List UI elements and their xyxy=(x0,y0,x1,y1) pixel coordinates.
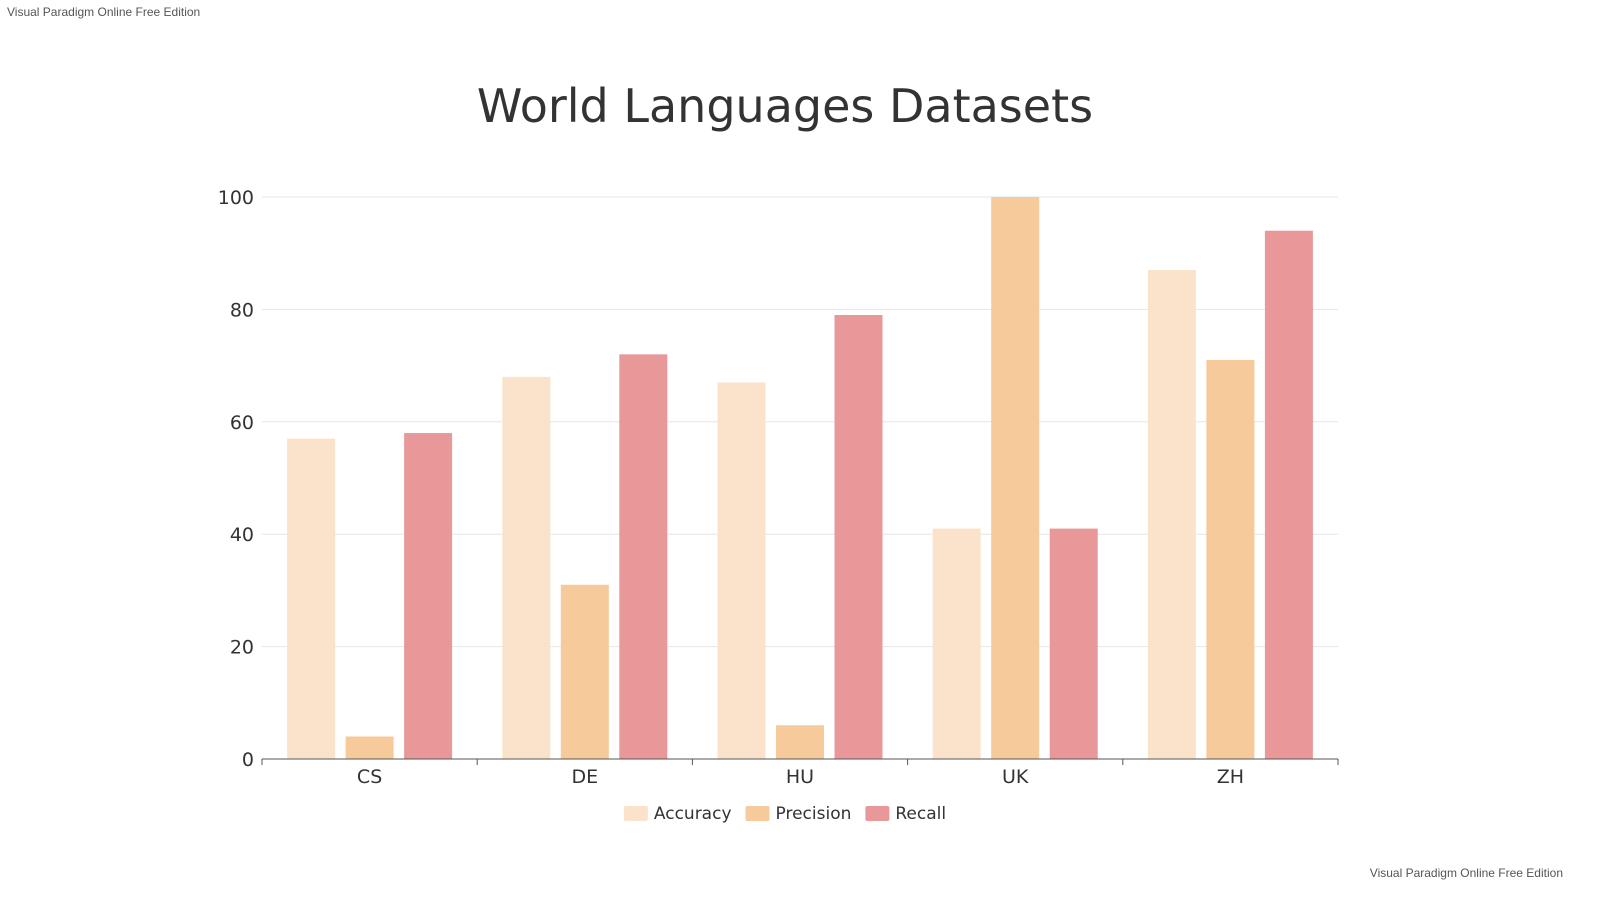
watermark-top: Visual Paradigm Online Free Edition xyxy=(7,5,201,19)
legend-label-recall: Recall xyxy=(895,804,946,824)
bar-recall-zh xyxy=(1264,230,1313,760)
bar-precision-uk xyxy=(991,197,1040,759)
legend-label-accuracy: Accuracy xyxy=(654,804,732,824)
legend-label-precision: Precision xyxy=(776,804,852,824)
bars xyxy=(287,197,1313,760)
bar-precision-zh xyxy=(1206,359,1255,759)
legend: Accuracy Precision Recall xyxy=(623,804,946,824)
legend-swatch-accuracy xyxy=(623,806,648,821)
x-tick-label-de: DE xyxy=(571,766,598,788)
bar-precision-de xyxy=(560,584,609,759)
legend-swatch-recall xyxy=(865,806,890,821)
x-tick-label-hu: HU xyxy=(786,766,814,788)
legend-swatch-precision xyxy=(745,806,770,821)
bar-accuracy-uk xyxy=(932,528,981,759)
y-tick-label-100: 100 xyxy=(218,187,254,209)
bar-recall-cs xyxy=(404,433,453,759)
x-tick-label-zh: ZH xyxy=(1217,766,1244,788)
bar-accuracy-de xyxy=(502,376,551,759)
y-tick-label-60: 60 xyxy=(230,412,254,434)
watermark-bottom: Visual Paradigm Online Free Edition xyxy=(1369,866,1563,880)
bar-accuracy-hu xyxy=(717,382,766,759)
x-tick-label-uk: UK xyxy=(1002,766,1029,788)
y-tick-label-0: 0 xyxy=(242,749,254,771)
chart-title: World Languages Datasets xyxy=(477,79,1093,133)
axes: 0 20 40 60 80 100 CS DE HU UK ZH xyxy=(218,187,1339,788)
bar-accuracy-zh xyxy=(1147,270,1196,759)
x-tick-label-cs: CS xyxy=(357,766,382,788)
bar-accuracy-cs xyxy=(287,438,336,759)
bar-precision-cs xyxy=(345,736,394,759)
bar-recall-uk xyxy=(1049,528,1098,759)
bar-recall-de xyxy=(619,354,668,759)
y-tick-label-40: 40 xyxy=(230,524,254,546)
bar-precision-hu xyxy=(776,725,824,759)
y-tick-label-20: 20 xyxy=(230,637,254,659)
y-tick-label-80: 80 xyxy=(230,299,254,321)
bar-recall-hu xyxy=(834,315,883,759)
